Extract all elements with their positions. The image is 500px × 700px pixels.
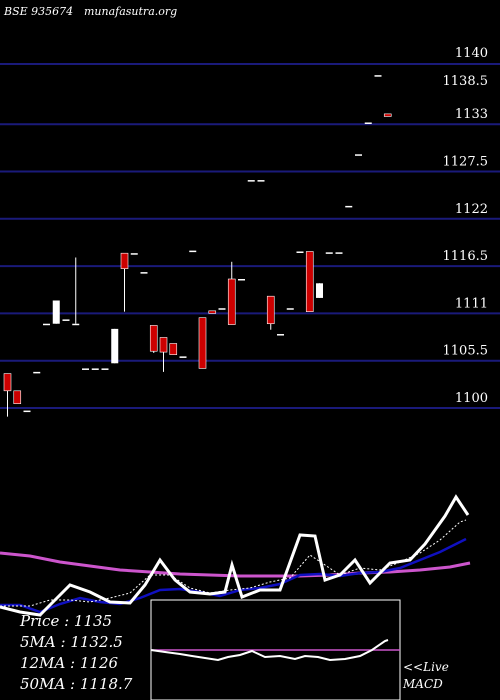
price-tick-label: 1100 [455,391,488,406]
price-tick-label: 1105.5 [443,344,489,359]
candle-body [238,279,245,281]
candle-body [383,113,392,117]
ma12-label: 12MA : 1126 [20,654,118,672]
candle-body [13,390,22,404]
price-tick-label: 1111 [455,296,488,311]
candle-body [52,300,60,324]
ma50-label: 50MA : 1118.7 [20,675,133,693]
price-tick-label: 1127.5 [443,155,489,170]
candle-body [140,272,148,274]
candle-body [218,308,226,310]
candle-body [120,252,129,269]
live-link[interactable]: <<Live [403,660,449,674]
candle-body [296,251,304,253]
price-tick-label: 1138.5 [443,74,489,89]
candle-body [159,337,168,353]
site-name: munafasutra.org [84,5,177,18]
candle-body [325,252,333,254]
price-line [0,494,470,617]
candle-body [247,180,255,182]
candle-body [62,319,70,321]
ma5-label: 5MA : 1132.5 [20,633,123,651]
candle-body [266,295,275,325]
candle-body [305,251,314,312]
candle-body [43,323,50,326]
macd-label: MACD [402,677,443,691]
exchange-code: BSE 935674 [3,5,73,18]
moving-average-panel [0,494,471,617]
macd-line [150,639,389,662]
price-tick-label: 1116.5 [443,249,489,264]
macd-panel [150,599,401,700]
price-label: Price : 1135 [19,612,112,630]
candle-body [82,368,89,370]
candle-body [355,154,362,156]
candle-body [374,75,382,77]
candle-body [345,205,353,208]
price-tick-label: 1133 [455,107,488,122]
candle-body [189,250,197,253]
candle-body [111,328,119,364]
price-gridlines: 1140 1138.5 1133 1127.5 1122 1116.5 1111 1105.5… [0,46,500,409]
candle-body [149,325,158,352]
candle-body [101,368,109,370]
candle-body [23,410,31,413]
candle-body [3,373,12,392]
candle-body [169,343,178,355]
candle-body [179,356,187,358]
candle-body [208,310,217,314]
candle-body [335,252,343,254]
candle-body [130,253,138,255]
candle-body [257,180,265,182]
candle-body [227,278,236,325]
candle-body [91,368,99,370]
candle-body [364,122,372,124]
candle-body [316,283,323,298]
price-tick-label: 1122 [455,202,488,217]
candles [3,75,392,417]
price-tick-label: 1140 [455,46,488,61]
ma50-line [0,551,471,578]
candle-body [33,371,41,374]
candle-body [198,317,207,369]
candle-body [286,308,294,310]
candle-body [277,334,284,336]
candle-body [72,323,80,326]
